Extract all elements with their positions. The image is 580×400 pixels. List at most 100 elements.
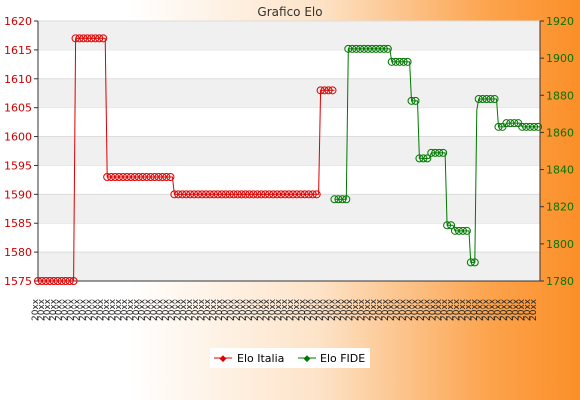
x-tick-label: 20xx [274, 298, 284, 321]
data-point [439, 148, 448, 157]
x-tick-label: 20xx [499, 298, 509, 321]
data-point [57, 277, 66, 285]
data-point [435, 148, 444, 157]
data-point [312, 190, 321, 199]
x-tick-label: 20xx [322, 298, 332, 321]
left-tick-label: 1595 [4, 159, 32, 172]
data-point [45, 277, 54, 285]
grid-band [38, 21, 540, 50]
data-point [403, 57, 412, 66]
data-point [65, 277, 74, 285]
data-point [334, 195, 343, 204]
data-point [190, 190, 199, 199]
x-tick-label: 20xx [233, 298, 243, 321]
data-point [478, 95, 487, 103]
data-point [470, 258, 479, 267]
data-point [83, 34, 92, 43]
chart-title: Grafico Elo [257, 5, 322, 19]
x-tick-label: 20xx [488, 298, 498, 321]
x-tick-label: 20xx [31, 298, 41, 321]
x-tick-label: 20xx [138, 298, 148, 321]
data-point [324, 86, 333, 95]
data-point [41, 277, 50, 285]
grid-band [38, 78, 540, 108]
x-tick-label: 20xx [357, 298, 367, 321]
x-tick-label: 20xx [298, 298, 308, 321]
x-tick-label: 20xx [239, 298, 249, 321]
right-tick-label: 1900 [546, 52, 574, 65]
grid-band [38, 136, 540, 166]
x-tick-label: 20xx [422, 298, 432, 321]
data-point [257, 190, 266, 199]
x-tick-label: 20xx [316, 298, 326, 321]
x-tick-label: 20xx [345, 298, 355, 321]
data-point [103, 173, 112, 181]
x-tick-label: 20xx [369, 298, 379, 321]
data-point [451, 226, 460, 235]
x-tick-label: 20xx [464, 298, 474, 321]
data-point [249, 190, 258, 199]
x-tick-label: 20xx [221, 298, 231, 321]
data-point [395, 57, 404, 66]
data-point [91, 34, 100, 43]
data-point [162, 173, 171, 181]
data-point [138, 173, 147, 181]
right-tick-label: 1840 [546, 164, 574, 177]
left-tick-label: 1605 [4, 102, 32, 115]
data-point [170, 190, 179, 199]
data-point [99, 34, 108, 43]
data-point [316, 86, 325, 95]
x-tick-label: 20xx [37, 298, 47, 321]
legend-label-fide: Elo FIDE [320, 352, 365, 365]
x-tick-label: 20xx [446, 298, 456, 321]
x-tick-label: 20xx [363, 298, 373, 321]
x-tick-label: 20xx [191, 298, 201, 321]
data-point [292, 190, 301, 199]
data-point [237, 190, 246, 199]
right-tick-label: 1880 [546, 89, 574, 102]
x-tick-label: 20xx [78, 298, 88, 321]
data-point [300, 190, 309, 199]
x-tick-label: 20xx [126, 298, 136, 321]
x-tick-label: 20xx [517, 298, 527, 321]
x-tick-label: 20xx [399, 298, 409, 321]
data-point [205, 190, 214, 199]
legend-marker-italia: ◆ [220, 354, 227, 364]
data-point [482, 95, 491, 103]
legend: ◆ Elo Italia ◆ Elo FIDE [210, 348, 370, 368]
left-tick-label: 1610 [4, 73, 32, 86]
x-tick-label: 20xx [244, 298, 254, 321]
data-point [166, 173, 175, 181]
data-point [466, 258, 475, 267]
data-point [107, 173, 116, 181]
data-point [458, 226, 467, 235]
data-point [277, 190, 286, 199]
data-point [526, 122, 535, 131]
x-tick-label: 20xx [327, 298, 337, 321]
grid-band [38, 194, 540, 224]
data-point [134, 173, 143, 181]
x-tick-label: 20xx [161, 298, 171, 321]
x-tick-label: 20xx [262, 298, 272, 321]
x-tick-label: 20xx [292, 298, 302, 321]
x-tick-label: 20xx [381, 298, 391, 321]
data-point [288, 190, 297, 199]
data-point [154, 173, 163, 181]
data-point [261, 190, 270, 199]
data-point [490, 95, 499, 103]
x-tick-label: 20xx [120, 298, 130, 321]
x-tick-label: 20xx [114, 298, 124, 321]
data-point [37, 277, 46, 285]
x-tick-label: 20xx [458, 298, 468, 321]
x-tick-label: 20xx [173, 298, 183, 321]
series-layer [34, 34, 543, 285]
data-point [194, 190, 203, 199]
data-point [338, 195, 347, 204]
data-point [330, 195, 339, 204]
x-tick-label: 20xx [493, 298, 503, 321]
x-tick-label: 20xx [476, 298, 486, 321]
x-tick-label: 20xx [43, 298, 53, 321]
data-point [534, 122, 543, 131]
x-tick-label: 20xx [339, 298, 349, 321]
x-tick-label: 20xx [310, 298, 320, 321]
